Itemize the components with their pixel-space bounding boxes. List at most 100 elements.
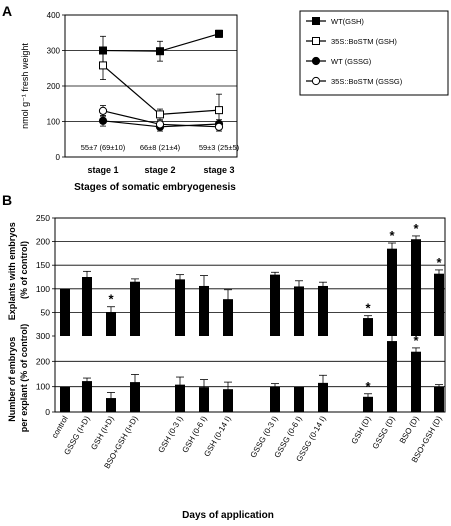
x-axis-label-a: Stages of somatic embryogenesis [74,182,236,193]
bar-b [318,382,328,412]
y-axis-label-b-top-line1: Explants with embryos [7,222,17,320]
significance-mark-b: * [365,301,371,316]
y-axis-label-b-bottom-line1: Number of embryos [7,337,17,422]
bar-b [106,312,116,336]
bar-b [434,386,444,412]
bar-b [175,384,185,412]
y-axis-label-a: nmol g⁻¹ fresh weight [20,43,30,129]
y-tick-label-a: 200 [47,82,61,91]
legend-a: WT(GSH)35S::BoSTM (GSH)WT (GSSG)35S::BoS… [299,10,449,96]
y-tick-label-a: 0 [56,153,61,162]
x-tick-label-b: GSH (D) [350,414,373,445]
bar-b [199,285,209,336]
y-tick-label-b: 200 [36,356,50,366]
annotations-a: 55±7 (69±10) 66±8 (21±4) 59±3 (25±5) [81,143,240,152]
y-tick-label-b: 100 [36,382,50,392]
bar-b [223,389,233,412]
bar-b [363,396,373,412]
bar-b [175,279,185,336]
series-a [98,29,224,132]
data-point-a [311,56,321,66]
bar-b [294,286,304,336]
x-tick-label-b: BSO (D) [398,414,421,445]
significance-mark-b: * [413,221,419,236]
bar-b [363,318,373,336]
line-chart-panel-a: 0 100 200 300 400 stage 1 stage 2 stage 3 55±7… [20,10,449,193]
y-axis-label-b-top: Explants with embryos (% of control) [7,220,29,321]
x-ticks-a: stage 1 stage 2 stage 3 [87,165,234,175]
y-tick-label-a: 100 [47,118,61,127]
data-point-a [215,106,223,115]
x-axis-label-b: Days of application [182,510,274,521]
bar-b [106,398,116,412]
data-point-a [98,106,108,115]
y-tick-label-b: 300 [36,331,50,341]
y-tick-label-b: 0 [45,407,50,417]
bar-b [318,285,328,336]
bar-b [294,386,304,412]
plot-frame-b [54,217,446,413]
bar-b [130,382,140,412]
y-tick-label-b: 200 [36,237,50,247]
bar-b [411,239,421,336]
y-tick-label-b: 250 [36,213,50,223]
significance-mark-b: * [108,292,114,307]
panel-a-label: A [2,3,12,19]
gridlines-b [55,241,445,388]
y-tick-label-a: 400 [47,11,61,20]
legend-label-a: WT (GSSG) [331,57,372,66]
legend-label-a: 35S::BoSTM (GSSG) [331,77,403,86]
x-tick-label-a: stage 3 [203,165,234,175]
data-point-a [214,122,224,131]
y-tick-label-b: 100 [36,284,50,294]
y-axis-label-b-top-line2: (% of control) [19,241,29,299]
bar-b [434,273,444,336]
legend-label-a: 35S::BoSTM (GSH) [331,37,397,46]
legend-label-a: WT(GSH) [331,17,364,26]
annotation-a: 55±7 (69±10) [81,143,126,152]
panel-b-label: B [2,192,12,208]
bar-b [387,341,397,412]
significance-mark-b: * [436,255,442,270]
y-tick-label-b: 150 [36,260,50,270]
data-point-a [312,37,320,45]
data-point-a [311,76,321,86]
significance-mark-b: * [389,228,395,243]
y-ticks-b: 50 100 150 200 250 0 100 200 300 [36,213,55,417]
bar-b [270,386,280,412]
data-point-a [99,61,107,70]
significance-mark-b: * [365,379,371,394]
bar-b [199,387,209,412]
bar-b [60,386,70,412]
data-point-a [312,17,320,25]
series-line-a [102,64,220,116]
data-point-a [156,110,164,119]
y-axis-label-b-bottom: Number of embryos per explant (% of cont… [7,324,29,433]
data-point-a [156,47,164,56]
bar-b [411,351,421,412]
bar-b [82,277,92,336]
data-point-a [98,116,108,125]
bar-b [82,381,92,412]
x-tick-label-b: GSSG (D) [371,414,397,450]
annotation-a: 66±8 (21±4) [140,143,181,152]
y-ticks-a: 0 100 200 300 400 [47,11,65,162]
y-axis-label-b-bottom-line2: per explant (% of control) [19,324,29,433]
x-tick-label-a: stage 1 [87,165,118,175]
data-point-a [155,120,165,129]
significance-mark-b: * [413,333,419,348]
y-tick-label-b: 50 [41,307,51,317]
bar-chart-panel-b: 50 100 150 200 250 0 100 200 300 * * * * * * * * contro… [7,213,446,521]
bar-b [223,299,233,336]
bar-b [130,281,140,336]
bars-b: * * * * * * * * [60,221,444,412]
x-tick-label-b: GSH (I+D) [89,414,116,451]
significance-mark-b: * [389,318,395,333]
bar-b [270,274,280,336]
bar-b [60,288,70,336]
annotation-a: 59±3 (25±5) [199,143,240,152]
bar-b [387,248,397,336]
x-tick-label-a: stage 2 [144,165,175,175]
